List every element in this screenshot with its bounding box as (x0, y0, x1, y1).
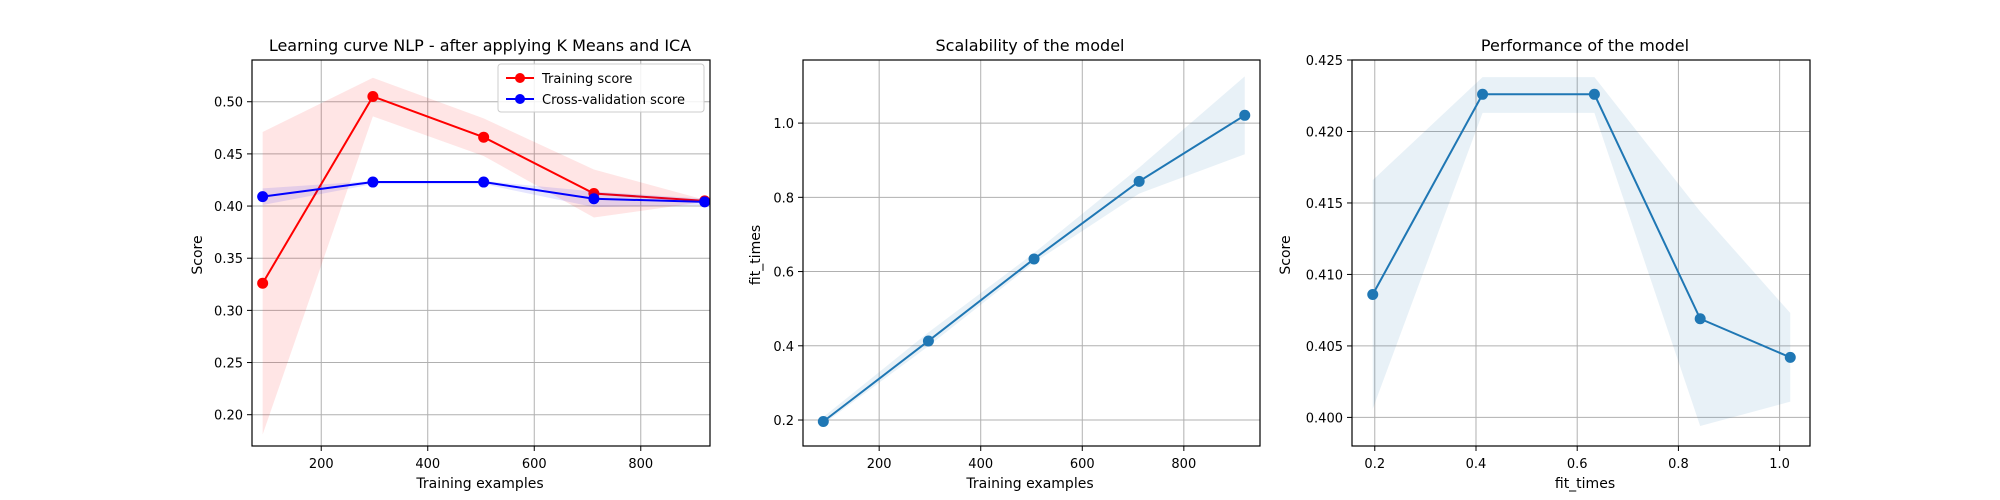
x-axis-label: Training examples (415, 476, 543, 492)
data-point (699, 196, 711, 208)
data-point (478, 131, 490, 143)
y-tick-label: 0.420 (1306, 125, 1343, 140)
x-tick-label: 200 (867, 457, 892, 472)
x-tick-label: 0.6 (1567, 457, 1588, 472)
y-tick-label: 1.0 (773, 117, 794, 132)
y-axis-label: Score (190, 235, 206, 274)
legend-box (497, 63, 705, 113)
y-tick-label: 0.400 (1306, 411, 1343, 426)
data-point (1784, 351, 1796, 363)
y-tick-label: 0.410 (1306, 268, 1343, 283)
plot-frame (802, 59, 1261, 447)
subplot-title: Scalability of the model (936, 36, 1125, 55)
y-axis-label: fit_times (748, 225, 764, 285)
data-point (1133, 175, 1145, 187)
data-point (1028, 253, 1040, 265)
scalability-subplot: Scalability of the model Training exampl… (748, 36, 1261, 492)
x-tick-label: 200 (309, 457, 334, 472)
data-point (1588, 88, 1600, 100)
legend-swatch-marker (515, 73, 525, 83)
y-tick-label: 0.30 (214, 304, 243, 319)
x-tick-label: 600 (1070, 457, 1095, 472)
x-tick-label: 0.4 (1466, 457, 1487, 472)
data-point (922, 335, 934, 347)
data-point (367, 91, 379, 103)
y-tick-label: 0.6 (773, 266, 794, 281)
performance-subplot: Performance of the model fit_times Score… (1278, 36, 1811, 492)
x-tick-label: 400 (415, 457, 440, 472)
subplot-title: Performance of the model (1481, 36, 1689, 55)
y-tick-label: 0.2 (773, 414, 794, 429)
data-point (367, 176, 379, 188)
data-point (1367, 288, 1379, 300)
data-point (588, 193, 600, 205)
x-tick-label: 1.0 (1769, 457, 1790, 472)
legend-label: Cross-validation score (542, 93, 685, 108)
legend: Training score Cross-validation score (497, 63, 705, 113)
data-point (478, 176, 490, 188)
x-tick-label: 400 (968, 457, 993, 472)
y-tick-label: 0.45 (214, 148, 243, 163)
y-tick-label: 0.25 (214, 357, 243, 372)
confidence-band (1372, 77, 1791, 426)
x-axis-label: fit_times (1555, 476, 1615, 492)
x-tick-label: 600 (522, 457, 547, 472)
data-point (257, 191, 269, 203)
y-axis-label: Score (1278, 235, 1294, 274)
y-tick-label: 0.415 (1306, 197, 1343, 212)
data-point (1239, 109, 1251, 121)
subplot-title: Learning curve NLP - after applying K Me… (269, 36, 691, 55)
y-tick-label: 0.20 (214, 409, 243, 424)
x-tick-label: 0.8 (1668, 457, 1689, 472)
x-axis-label: Training examples (965, 476, 1093, 492)
legend-swatch-marker (515, 94, 525, 104)
learning-curve-subplot: Learning curve NLP - after applying K Me… (190, 36, 711, 492)
x-tick-label: 0.2 (1364, 457, 1385, 472)
plot-frame (1351, 59, 1811, 447)
y-tick-label: 0.50 (214, 96, 243, 111)
data-point (1477, 88, 1489, 100)
x-tick-label: 800 (1171, 457, 1196, 472)
data-point (1694, 313, 1706, 325)
plot-frame (251, 59, 711, 447)
x-tick-label: 800 (628, 457, 653, 472)
y-tick-label: 0.4 (773, 340, 794, 355)
y-tick-label: 0.425 (1306, 54, 1343, 69)
data-point (817, 416, 829, 428)
legend-label: Training score (541, 72, 632, 87)
data-point (257, 277, 269, 289)
y-tick-label: 0.405 (1306, 340, 1343, 355)
confidence-band (262, 77, 705, 435)
y-tick-label: 0.40 (214, 200, 243, 215)
y-tick-label: 0.8 (773, 191, 794, 206)
y-tick-label: 0.35 (214, 252, 243, 267)
